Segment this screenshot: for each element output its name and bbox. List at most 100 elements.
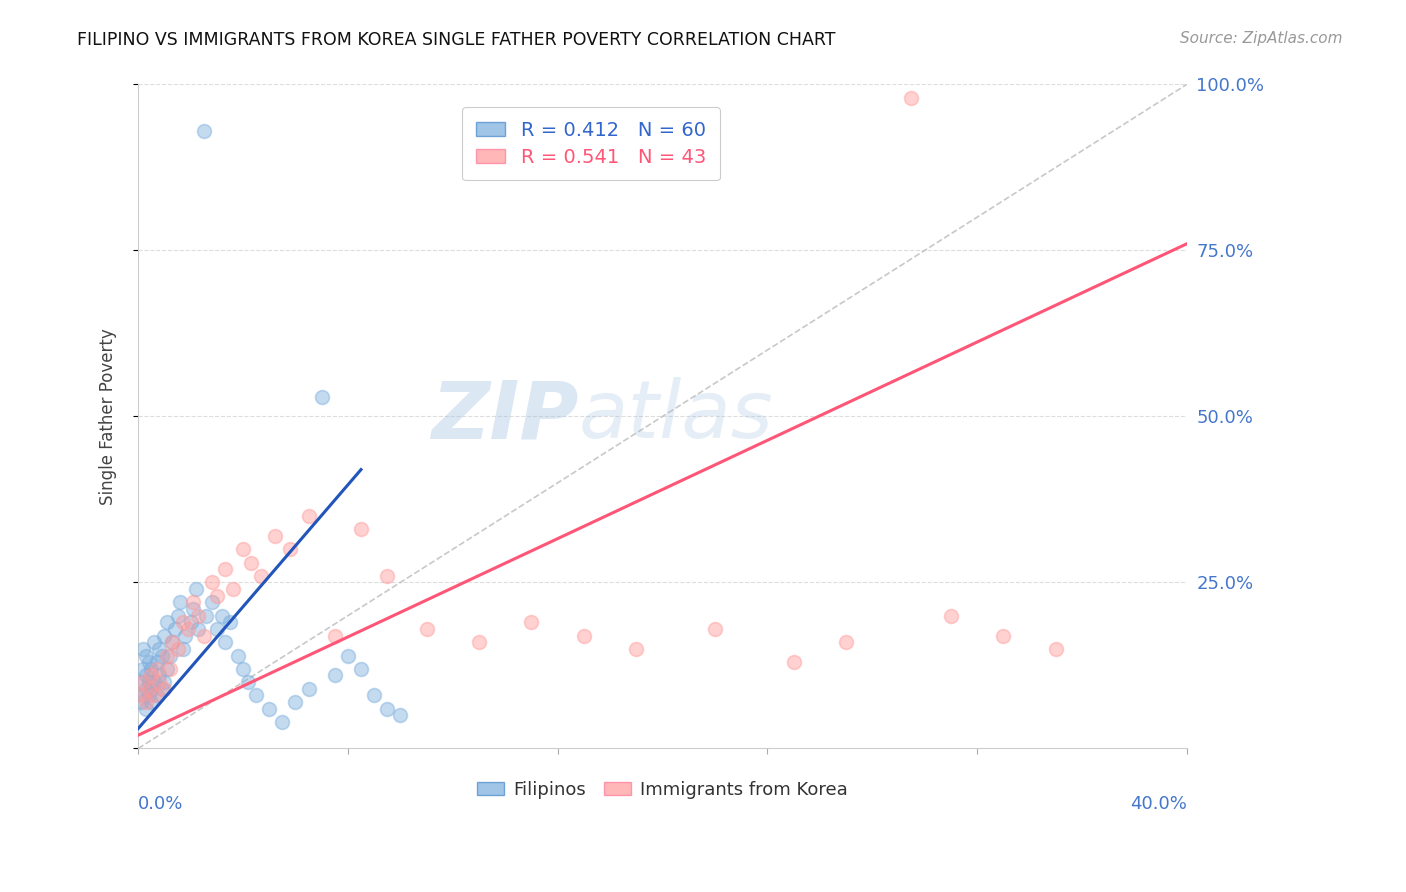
Point	[129, 675, 152, 690]
Point	[939, 608, 962, 623]
Point	[219, 615, 242, 630]
Point	[226, 648, 249, 663]
Point	[145, 662, 167, 676]
Point	[141, 662, 163, 676]
Point	[135, 701, 157, 715]
Point	[138, 655, 160, 669]
Point	[177, 622, 200, 636]
Point	[129, 695, 152, 709]
Point	[135, 648, 157, 663]
Point	[141, 681, 163, 696]
Point	[250, 569, 273, 583]
Point	[350, 522, 373, 536]
Point	[900, 91, 922, 105]
Point	[520, 615, 543, 630]
Point	[214, 635, 236, 649]
Point	[263, 529, 285, 543]
Point	[211, 608, 233, 623]
Point	[205, 589, 228, 603]
Point	[323, 668, 346, 682]
Point	[1045, 641, 1067, 656]
Point	[132, 641, 155, 656]
Point	[232, 662, 254, 676]
Point	[174, 629, 197, 643]
Point	[782, 655, 804, 669]
Point	[153, 675, 176, 690]
Point	[193, 629, 215, 643]
Point	[132, 689, 155, 703]
Point	[232, 542, 254, 557]
Point	[278, 542, 301, 557]
Point	[200, 595, 222, 609]
Point	[297, 509, 319, 524]
Point	[181, 595, 204, 609]
Text: FILIPINO VS IMMIGRANTS FROM KOREA SINGLE FATHER POVERTY CORRELATION CHART: FILIPINO VS IMMIGRANTS FROM KOREA SINGLE…	[77, 31, 835, 49]
Point	[148, 668, 170, 682]
Point	[205, 622, 228, 636]
Point	[311, 390, 333, 404]
Point	[245, 689, 267, 703]
Point	[214, 562, 236, 576]
Point	[195, 608, 218, 623]
Point	[145, 689, 167, 703]
Point	[284, 695, 307, 709]
Point	[148, 675, 170, 690]
Point	[141, 668, 163, 682]
Point	[166, 641, 188, 656]
Point	[166, 608, 188, 623]
Y-axis label: Single Father Poverty: Single Father Poverty	[100, 328, 117, 505]
Point	[221, 582, 243, 596]
Point	[200, 575, 222, 590]
Text: 40.0%: 40.0%	[1130, 795, 1187, 813]
Point	[135, 695, 157, 709]
Point	[141, 695, 163, 709]
Point	[153, 629, 176, 643]
Point	[156, 615, 179, 630]
Point	[572, 629, 595, 643]
Point	[993, 629, 1015, 643]
Point	[323, 629, 346, 643]
Point	[163, 622, 186, 636]
Point	[162, 635, 184, 649]
Point	[142, 689, 165, 703]
Point	[132, 675, 155, 690]
Point	[138, 681, 160, 696]
Point	[135, 681, 157, 696]
Point	[138, 675, 160, 690]
Point	[169, 595, 191, 609]
Point	[271, 714, 294, 729]
Point	[156, 662, 179, 676]
Point	[153, 681, 176, 696]
Point	[187, 608, 209, 623]
Point	[336, 648, 359, 663]
Point	[150, 681, 173, 696]
Point	[187, 622, 209, 636]
Point	[156, 648, 179, 663]
Point	[150, 648, 173, 663]
Text: 0.0%: 0.0%	[138, 795, 184, 813]
Point	[129, 689, 152, 703]
Text: ZIP: ZIP	[432, 377, 579, 456]
Point	[138, 689, 160, 703]
Point	[181, 602, 204, 616]
Point	[259, 701, 281, 715]
Point	[159, 648, 181, 663]
Text: Source: ZipAtlas.com: Source: ZipAtlas.com	[1180, 31, 1343, 46]
Point	[172, 615, 194, 630]
Point	[180, 615, 202, 630]
Point	[375, 569, 398, 583]
Point	[468, 635, 491, 649]
Point	[142, 675, 165, 690]
Point	[132, 662, 155, 676]
Point	[142, 635, 165, 649]
Point	[835, 635, 858, 649]
Point	[184, 582, 207, 596]
Point	[238, 675, 260, 690]
Legend: Filipinos, Immigrants from Korea: Filipinos, Immigrants from Korea	[470, 773, 855, 805]
Point	[363, 689, 385, 703]
Point	[193, 124, 215, 138]
Point	[350, 662, 373, 676]
Point	[626, 641, 648, 656]
Point	[239, 556, 262, 570]
Point	[135, 668, 157, 682]
